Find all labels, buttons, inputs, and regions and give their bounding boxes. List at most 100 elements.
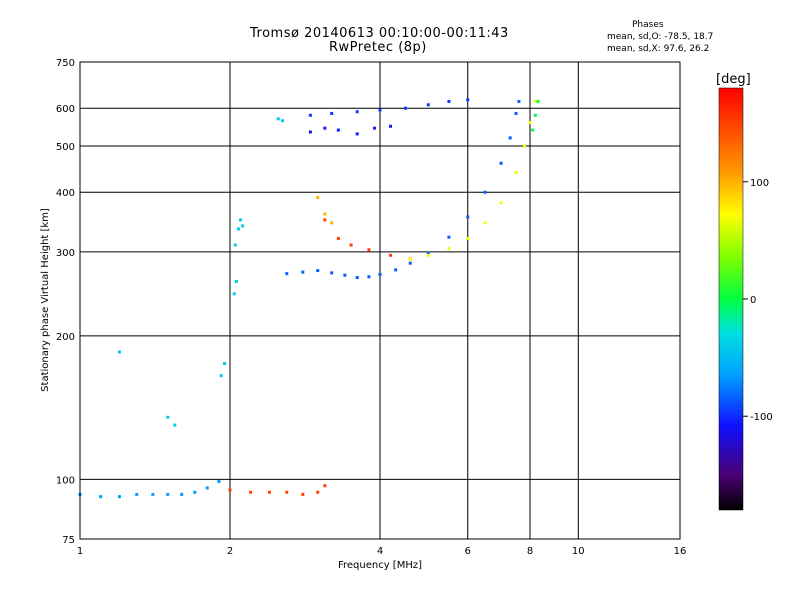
data-point <box>241 224 245 228</box>
data-point <box>193 490 197 494</box>
data-point <box>239 218 243 222</box>
data-point <box>301 270 305 274</box>
data-point <box>483 221 487 225</box>
data-point <box>394 268 398 272</box>
data-point <box>499 201 503 205</box>
data-point <box>447 99 451 103</box>
data-point <box>323 212 327 216</box>
data-point <box>228 488 232 492</box>
data-points <box>78 98 540 499</box>
data-point <box>447 235 451 239</box>
data-point <box>267 490 271 494</box>
data-point <box>426 253 430 257</box>
data-point <box>330 221 334 225</box>
axis-ticks: 1 2 4 6 8 10 16 75 100 200 300 400 500 600 750 <box>56 58 686 557</box>
y-tick-label: 300 <box>56 248 75 259</box>
data-point <box>233 243 237 247</box>
data-point <box>355 110 359 114</box>
x-tick-label: 6 <box>465 546 471 557</box>
data-point <box>373 126 377 130</box>
data-point <box>236 227 240 231</box>
data-point <box>367 248 371 252</box>
data-point <box>323 126 327 130</box>
data-point <box>281 119 285 123</box>
data-point <box>166 492 170 496</box>
data-point <box>135 492 139 496</box>
data-point <box>466 236 470 240</box>
y-tick-label: 75 <box>62 535 75 546</box>
phases-title: Phases <box>632 20 664 30</box>
data-point <box>408 257 412 261</box>
y-tick-label: 200 <box>56 332 75 343</box>
y-tick-label: 100 <box>56 475 75 486</box>
data-point <box>151 492 155 496</box>
data-point <box>205 486 209 490</box>
data-point <box>301 492 305 496</box>
data-point <box>323 484 327 488</box>
data-point <box>117 350 121 354</box>
x-tick-label: 1 <box>77 546 83 557</box>
data-point <box>536 99 540 103</box>
y-tick-label: 500 <box>56 142 75 153</box>
data-point <box>531 128 535 132</box>
data-point <box>166 415 170 419</box>
data-point <box>308 113 312 117</box>
data-point <box>285 272 289 276</box>
grid-lines <box>80 62 680 539</box>
colorbar-tick-label: -100 <box>750 412 773 423</box>
data-point <box>99 495 103 499</box>
x-tick-label: 2 <box>227 546 233 557</box>
data-point <box>389 253 393 257</box>
data-point <box>308 130 312 134</box>
data-point <box>378 108 382 112</box>
data-point <box>330 111 334 115</box>
data-point <box>389 124 393 128</box>
data-point <box>343 273 347 277</box>
colorbar-label: [deg] <box>716 72 751 87</box>
data-point <box>217 479 221 483</box>
y-tick-label: 750 <box>56 58 75 69</box>
data-point <box>336 128 340 132</box>
data-point <box>499 161 503 165</box>
data-point <box>276 117 280 121</box>
chart-title: Tromsø 20140613 00:10:00-00:11:43 <box>250 26 509 41</box>
data-point <box>533 113 537 117</box>
x-axis-label: Frequency [MHz] <box>338 560 422 571</box>
data-point <box>533 99 537 103</box>
data-point <box>447 246 451 250</box>
data-point <box>223 361 227 365</box>
data-point <box>528 121 532 125</box>
data-point <box>514 170 518 174</box>
data-point <box>466 98 470 102</box>
data-point <box>426 103 430 107</box>
plot-frame <box>79 61 681 540</box>
chart-subtitle: RwPretec (8p) <box>329 40 427 55</box>
y-axis-label: Stationary phase Virtual Height [km] <box>40 208 51 392</box>
data-point <box>514 111 518 115</box>
data-point <box>316 269 320 273</box>
data-point <box>508 136 512 140</box>
data-point <box>323 218 327 222</box>
data-point <box>330 271 334 275</box>
data-point <box>285 490 289 494</box>
data-point <box>517 99 521 103</box>
data-point <box>316 195 320 199</box>
data-point <box>180 492 184 496</box>
data-point <box>466 215 470 219</box>
colorbar-ticks: 100 0 -100 <box>743 178 773 423</box>
data-point <box>483 190 487 194</box>
data-point <box>403 106 407 110</box>
data-point <box>523 144 527 148</box>
data-point <box>316 490 320 494</box>
phases-o-stats: mean, sd,O: -78.5, 18.7 <box>607 32 714 42</box>
data-point <box>367 275 371 279</box>
colorbar-tick-label: 0 <box>750 295 756 306</box>
x-tick-label: 4 <box>377 546 383 557</box>
y-tick-label: 600 <box>56 104 75 115</box>
data-point <box>173 423 177 427</box>
x-tick-label: 8 <box>527 546 533 557</box>
data-point <box>234 279 238 283</box>
x-tick-label: 10 <box>572 546 585 557</box>
data-point <box>349 243 353 247</box>
data-point <box>378 272 382 276</box>
